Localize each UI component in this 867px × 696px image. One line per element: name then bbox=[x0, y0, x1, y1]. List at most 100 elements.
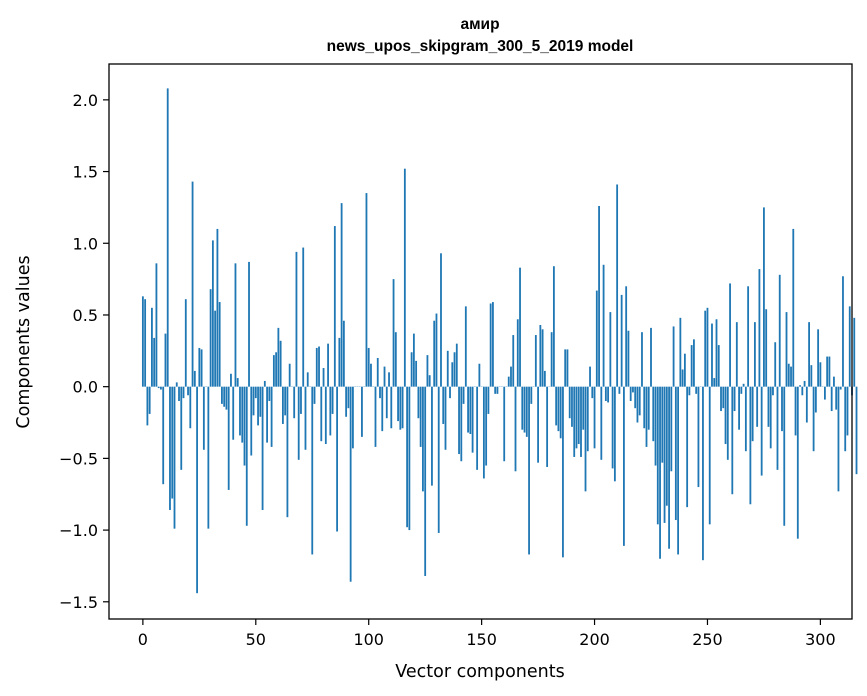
bar bbox=[792, 228, 795, 387]
bar bbox=[444, 386, 447, 450]
bar bbox=[313, 386, 316, 404]
bar bbox=[638, 386, 641, 416]
bar bbox=[342, 320, 345, 387]
bar bbox=[824, 386, 826, 400]
bar bbox=[162, 386, 165, 485]
bar bbox=[519, 267, 521, 387]
bar bbox=[385, 386, 388, 419]
bar bbox=[424, 386, 427, 576]
bar bbox=[361, 386, 363, 437]
bar bbox=[740, 386, 743, 394]
bar bbox=[178, 386, 180, 402]
bar bbox=[790, 366, 792, 387]
bar bbox=[550, 332, 553, 387]
bar bbox=[507, 376, 510, 387]
bar bbox=[293, 386, 296, 419]
bar bbox=[376, 357, 379, 387]
bar bbox=[410, 352, 413, 387]
bar bbox=[431, 386, 433, 486]
bar bbox=[417, 386, 420, 419]
chart-subtitle: news_upos_skipgram_300_5_2019 model bbox=[327, 38, 634, 55]
bar bbox=[643, 386, 646, 429]
bar bbox=[668, 386, 670, 549]
bar bbox=[814, 386, 817, 413]
bar bbox=[598, 205, 600, 387]
bar bbox=[756, 386, 759, 427]
bar bbox=[729, 283, 731, 387]
bar bbox=[496, 386, 499, 394]
bar bbox=[464, 306, 467, 387]
bar bbox=[677, 386, 680, 555]
bar bbox=[846, 386, 849, 436]
bar bbox=[799, 385, 801, 387]
y-tick-label: 0.5 bbox=[73, 306, 98, 325]
y-tick-label: 1.0 bbox=[73, 234, 98, 253]
bar bbox=[530, 386, 533, 404]
bar bbox=[613, 386, 616, 482]
bar bbox=[593, 386, 596, 449]
bar bbox=[670, 386, 673, 472]
bar bbox=[512, 335, 515, 387]
bar bbox=[492, 302, 494, 387]
bar bbox=[225, 386, 228, 410]
bar bbox=[623, 386, 625, 546]
chart-title: амир bbox=[460, 16, 499, 33]
bar bbox=[216, 228, 219, 387]
bar bbox=[153, 337, 156, 387]
bar bbox=[627, 330, 630, 387]
bar bbox=[539, 325, 542, 387]
bar bbox=[320, 386, 323, 442]
bar bbox=[724, 386, 727, 445]
y-tick-label: 2.0 bbox=[73, 91, 98, 110]
bar bbox=[426, 355, 429, 387]
bar bbox=[482, 386, 485, 479]
bar bbox=[580, 386, 582, 457]
bar bbox=[403, 168, 406, 387]
bar bbox=[189, 386, 192, 429]
bar bbox=[618, 386, 621, 394]
bar bbox=[559, 386, 562, 439]
bar bbox=[232, 386, 235, 440]
bar bbox=[324, 386, 327, 445]
bar bbox=[747, 286, 750, 387]
bar bbox=[589, 366, 591, 387]
bar bbox=[810, 365, 813, 387]
bar bbox=[715, 319, 718, 387]
bar bbox=[833, 376, 835, 387]
bar bbox=[381, 386, 384, 432]
bar bbox=[259, 386, 262, 417]
bar bbox=[584, 386, 587, 492]
bar bbox=[329, 386, 332, 436]
bar bbox=[193, 370, 196, 387]
bar bbox=[826, 356, 829, 387]
bar bbox=[478, 363, 481, 387]
bar bbox=[735, 322, 738, 387]
bar bbox=[392, 279, 395, 387]
bar bbox=[352, 386, 354, 449]
bar bbox=[494, 386, 497, 394]
bar bbox=[629, 386, 632, 402]
bar bbox=[521, 386, 524, 430]
bar bbox=[266, 386, 268, 443]
bar bbox=[340, 203, 343, 387]
bar bbox=[503, 386, 506, 462]
bar bbox=[169, 386, 171, 510]
bar bbox=[191, 181, 194, 387]
bar bbox=[555, 386, 558, 426]
bar bbox=[595, 290, 598, 387]
bar bbox=[794, 386, 797, 436]
bar bbox=[250, 386, 253, 456]
bar bbox=[297, 386, 300, 460]
bar bbox=[654, 386, 657, 466]
bar bbox=[399, 386, 402, 430]
bar bbox=[853, 317, 856, 387]
bar bbox=[803, 380, 806, 387]
bar bbox=[738, 386, 740, 430]
bar bbox=[304, 386, 307, 450]
bar bbox=[681, 369, 684, 387]
bar bbox=[645, 386, 648, 447]
bar bbox=[397, 386, 399, 422]
bar bbox=[146, 386, 149, 426]
bar bbox=[575, 386, 578, 449]
